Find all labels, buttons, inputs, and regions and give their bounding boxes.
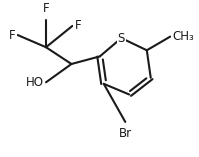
Text: HO: HO <box>26 76 44 89</box>
Text: F: F <box>9 29 16 42</box>
Text: Br: Br <box>119 127 132 140</box>
Text: CH₃: CH₃ <box>172 30 194 43</box>
Text: F: F <box>43 2 49 15</box>
Text: S: S <box>118 32 125 45</box>
Text: F: F <box>74 19 81 32</box>
